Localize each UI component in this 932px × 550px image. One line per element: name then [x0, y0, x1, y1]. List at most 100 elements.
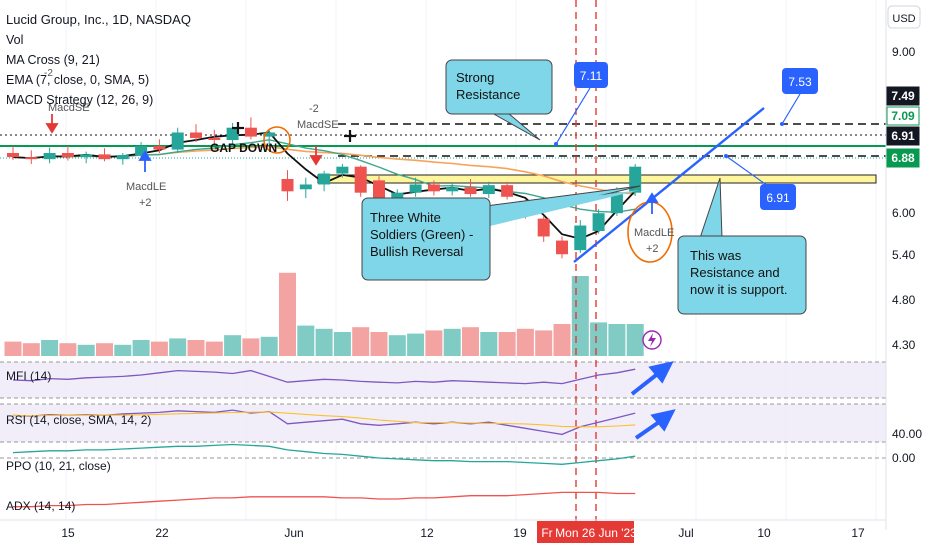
price-axis: 9.00 6.00 5.40 4.80 4.30 7.49 7.09 6.91 6.88 40.0… — [886, 45, 922, 465]
volume-bar — [407, 333, 425, 356]
candle-body — [226, 127, 239, 141]
candle-body — [446, 187, 459, 192]
gap-down-label: GAP DOWN — [210, 141, 277, 155]
candle-body — [80, 154, 93, 158]
callout-strong-resistance: Strong Resistance — [445, 59, 553, 141]
volume-bar — [535, 330, 553, 356]
candle-body — [501, 185, 514, 197]
chart-title: Lucid Group, Inc., 1D, NASDAQ — [6, 12, 191, 27]
mfi-up-arrow — [630, 361, 674, 396]
candle-body — [153, 146, 166, 150]
tag-711-pointer — [555, 87, 591, 145]
candle-body — [244, 127, 257, 137]
volume-bar — [425, 330, 443, 356]
volume-bar — [333, 332, 351, 356]
mfi-line — [12, 368, 636, 385]
macdse-top-label: MacdSE — [48, 102, 90, 114]
volume-bar — [480, 332, 498, 356]
volume-bar — [498, 332, 516, 356]
uptrend-line — [573, 107, 765, 263]
macdse-arrow-mid — [309, 146, 323, 166]
time-tick-label: Jun — [284, 526, 303, 540]
rsi-ma-line — [12, 411, 636, 428]
macdle-arrow-left — [138, 150, 152, 172]
candle-body — [574, 225, 587, 251]
candle-body — [373, 180, 385, 199]
tag-691 — [760, 184, 796, 210]
candle-body — [7, 153, 19, 158]
candle-body — [336, 166, 349, 174]
candle-body — [263, 132, 276, 137]
candle-body — [556, 240, 568, 255]
callout-three-white-soldiers: Three White Soldiers (Green) -Bullish Rev… — [361, 185, 641, 281]
legend: Lucid Group, Inc., 1D, NASDAQ Vol MA Cro… — [6, 12, 191, 107]
time-tick-label: 12 — [420, 526, 434, 540]
candle-body — [354, 166, 367, 193]
volume-bar — [315, 328, 333, 356]
candle-body — [391, 192, 404, 199]
indicator-ma-cross: MA Cross (9, 21) — [6, 53, 100, 67]
time-axis: 15 22 Jun 12 19 Fr Mon 26 Jun '23 Jul 10 17 — [61, 521, 865, 543]
price-tick-label: 9.00 — [892, 45, 916, 59]
volume-bar — [4, 341, 22, 356]
ppo-line — [12, 443, 636, 465]
currency-button[interactable] — [887, 5, 921, 29]
time-label-bg — [558, 521, 634, 543]
volume-bar — [626, 324, 644, 356]
candles — [7, 117, 642, 259]
macdse-arrow-left — [45, 114, 59, 134]
price-label-text: 7.09 — [891, 109, 915, 123]
candle-body — [464, 187, 477, 195]
candle-body — [299, 184, 312, 190]
volume-bar — [571, 276, 589, 356]
candle-body — [537, 218, 550, 237]
candle-body — [629, 166, 642, 193]
volume-bar — [22, 343, 40, 356]
strong-resistance-text: Strong Resistance — [456, 70, 520, 102]
tag-753-anchor — [780, 122, 784, 126]
volume-bar — [169, 338, 187, 356]
adx-line — [13, 491, 636, 508]
callout-support: This was Resistance and now it is support. — [677, 177, 807, 315]
rsi-label: RSI (14, close, SMA, 14, 2) — [6, 413, 151, 427]
three-white-soldiers-text: Three White Soldiers (Green) -Bullish Rev… — [370, 210, 473, 259]
time-tick-label: 15 — [61, 526, 75, 540]
volume-bar — [590, 322, 608, 356]
price-label-text: 6.88 — [891, 151, 915, 165]
candle-body — [135, 146, 148, 156]
volume-bar — [553, 324, 571, 356]
tag-691-pointer — [725, 155, 769, 187]
flash-icon-bolt — [648, 333, 656, 347]
macdse-mid-label: -2 MacdSE — [297, 103, 339, 131]
time-tick-label: 22 — [155, 526, 169, 540]
time-tick-label: Mon 26 Jun '23 — [555, 526, 637, 540]
indicator-vol: Vol — [6, 33, 23, 47]
macdle-left-label: MacdLE +2 — [126, 181, 166, 209]
volume-bar — [352, 327, 370, 356]
volume-bar — [77, 344, 95, 356]
volume-bar — [462, 327, 479, 356]
small-minus-2-label: -2 — [44, 68, 53, 79]
rsi-up-arrow — [634, 409, 676, 440]
currency-button-label: USD — [892, 13, 915, 25]
indicator-ema: EMA (7, close, 0, SMA, 5) — [6, 73, 149, 87]
time-tick-label: 19 — [513, 526, 527, 540]
volume-bar — [260, 336, 278, 356]
volume-bar — [150, 341, 168, 356]
tag-753-text: 7.53 — [788, 75, 812, 89]
volume-bar — [205, 341, 223, 356]
cross-marker-2 — [344, 130, 356, 142]
time-label-bg — [537, 521, 558, 543]
candle-body — [592, 213, 605, 231]
volume-bar — [279, 272, 296, 356]
volume-bar — [443, 328, 461, 356]
price-label-box — [886, 148, 920, 168]
time-tick-label: Jul — [678, 526, 693, 540]
mfi-label: MFI (14) — [6, 369, 51, 383]
price-label-text: 7.49 — [891, 89, 915, 103]
volume-bar — [96, 343, 113, 356]
price-tick-label: 4.80 — [892, 293, 916, 307]
candle-body — [318, 173, 331, 185]
volume-bar — [370, 332, 388, 356]
